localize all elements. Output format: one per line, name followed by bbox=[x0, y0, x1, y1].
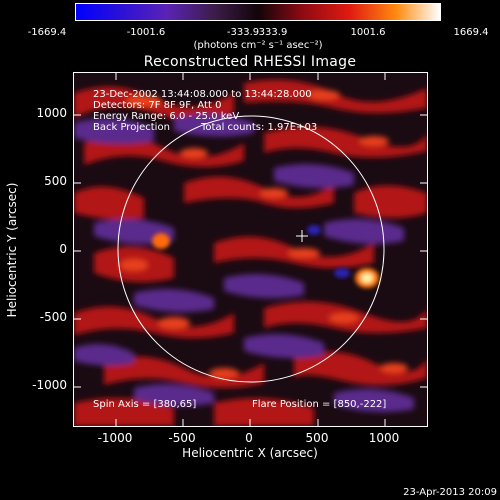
flare-source bbox=[152, 225, 379, 288]
colorbar-unit: (photons cm⁻² s⁻¹ asec⁻²) bbox=[193, 40, 323, 51]
axis-ticks bbox=[74, 73, 427, 426]
energy-range: Energy Range: 6.0 - 25.0 keV bbox=[93, 111, 240, 122]
x-tick-label: 0 bbox=[245, 431, 253, 445]
colorbar-gradient bbox=[76, 4, 440, 20]
colorbar-tick-label: 1001.6 bbox=[350, 27, 386, 38]
detectors-info: Detectors: 7F 8F 9F, Att 0 bbox=[93, 100, 222, 111]
total-counts: Total counts: 1.97E+03 bbox=[201, 122, 318, 133]
y-tick-label: 500 bbox=[44, 174, 67, 188]
observation-time: 23-Dec-2002 13:44:08.000 to 13:44:28.000 bbox=[93, 89, 312, 100]
y-tick-label: 0 bbox=[59, 242, 67, 256]
y-axis-label: Heliocentric Y (arcsec) bbox=[5, 182, 19, 318]
image-title: Reconstructed RHESSI Image bbox=[143, 54, 357, 70]
solar-map-image bbox=[74, 73, 427, 426]
colorbar-tick-label: -1669.4 bbox=[27, 27, 67, 38]
colorbar-tick-label: -1001.6 bbox=[126, 27, 166, 38]
spin-axis-marker bbox=[296, 230, 308, 242]
solar-image-plot bbox=[73, 72, 428, 427]
x-tick-label: -500 bbox=[168, 431, 196, 445]
colorbar-tick-label: -333.9 bbox=[226, 27, 260, 38]
y-tick-label: -1000 bbox=[32, 378, 67, 392]
x-axis-label: Heliocentric X (arcsec) bbox=[182, 446, 318, 460]
flare-position-label: Flare Position = [850,-222] bbox=[252, 399, 387, 410]
colorbar-tick-label: 1669.4 bbox=[453, 27, 489, 38]
render-timestamp: 23-Apr-2013 20:09 bbox=[403, 487, 497, 498]
x-tick-label: 500 bbox=[305, 431, 329, 445]
colorbar-tick-label: 333.9 bbox=[258, 27, 288, 38]
spin-axis-label: Spin Axis = [380,65] bbox=[93, 399, 197, 410]
y-tick-label: 1000 bbox=[36, 106, 67, 120]
x-tick-label: -1000 bbox=[97, 431, 133, 445]
solar-limb-circle bbox=[117, 115, 385, 383]
x-tick-label: 1000 bbox=[368, 431, 400, 445]
fringe-pattern bbox=[74, 79, 427, 426]
reconstruction-method: Back Projection bbox=[93, 122, 170, 133]
y-tick-label: -500 bbox=[39, 310, 67, 324]
colorbar bbox=[75, 3, 441, 21]
